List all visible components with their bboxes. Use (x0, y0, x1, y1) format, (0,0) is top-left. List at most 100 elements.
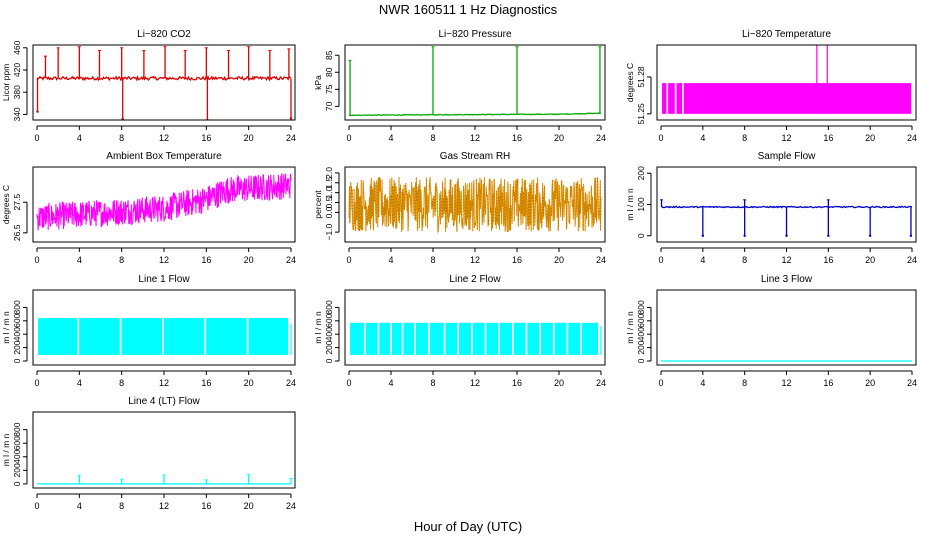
x-tick-label: 0 (346, 255, 351, 265)
plot-frame (656, 44, 917, 121)
band-segment (459, 322, 472, 355)
plot-frame (344, 44, 606, 121)
spike-point (701, 234, 705, 237)
x-tick-label: 0 (658, 378, 663, 388)
x-tick-label: 24 (907, 255, 917, 265)
y-axis: −1.0 0.00.51.01.52.0 (324, 167, 340, 241)
x-axis: 0 4 8 12 16 20 24 (658, 370, 917, 388)
y-tick-label: 80 (324, 67, 334, 77)
x-tick-label: 24 (286, 255, 296, 265)
series-line (36, 74, 292, 82)
x-axis: 0 4 8 12 16 20 24 (34, 247, 296, 265)
spike-point (36, 110, 39, 113)
y-axis: 0 100 200 (636, 166, 652, 238)
x-tick-label: 24 (596, 255, 606, 265)
x-axis: 0 4 8 12 16 20 24 (346, 370, 606, 388)
x-tick-label: 24 (596, 133, 606, 143)
y-tick-label: 400 (636, 327, 646, 341)
plot-area (37, 473, 293, 485)
panel-title: Line 1 Flow (138, 274, 190, 285)
x-tick-label: 24 (907, 378, 917, 388)
x-tick-label: 12 (781, 378, 791, 388)
y-tick-label: 75 (324, 84, 334, 94)
panel-title: Li−820 CO2 (137, 29, 191, 40)
figure-xlabel: Hour of Day (UTC) (414, 519, 522, 534)
y-tick-label: 1.0 (324, 186, 334, 198)
band-segment (365, 322, 378, 355)
y-tick-label: 0 (636, 233, 646, 238)
x-tick-label: 20 (244, 133, 254, 143)
spike-point (785, 234, 788, 237)
y-axis-label: m l / m n (625, 311, 635, 344)
x-tick-label: 12 (159, 255, 169, 265)
x-axis: 0 4 8 12 16 20 24 (34, 493, 296, 511)
x-axis: 0 4 8 12 16 20 24 (658, 247, 917, 265)
y-tick-label: 0 (12, 481, 22, 486)
x-tick-label: 16 (512, 133, 522, 143)
band-segment (581, 322, 599, 355)
series-noise (348, 176, 602, 234)
x-tick-label: 24 (286, 133, 296, 143)
band-segment (163, 318, 205, 355)
panel-title: Li−820 Pressure (438, 29, 512, 40)
y-axis-label: degrees C (1, 185, 11, 224)
x-tick-label: 16 (823, 378, 833, 388)
y-axis: 51.25 51.28 (636, 66, 652, 124)
x-tick-label: 20 (865, 378, 875, 388)
x-tick-label: 8 (119, 133, 124, 143)
y-tick-label: 1.5 (324, 177, 334, 189)
band-segment (429, 322, 444, 355)
series-line (348, 112, 602, 117)
x-axis: 0 4 8 12 16 20 24 (34, 125, 296, 143)
y-tick-label: 800 (12, 422, 22, 436)
x-tick-label: 8 (119, 255, 124, 265)
y-tick-label: 460 (12, 40, 22, 54)
x-tick-label: 24 (596, 378, 606, 388)
y-tick-label: 400 (12, 327, 22, 341)
y-tick-label: 70 (324, 101, 334, 111)
y-tick-label: 200 (636, 340, 646, 354)
plot-frame (32, 411, 296, 489)
panel-title: Li−820 Temperature (742, 29, 831, 40)
y-axis-label: m l / m n (313, 311, 323, 344)
x-tick-label: 20 (554, 133, 564, 143)
spike-point (743, 234, 746, 237)
y-tick-label: 0 (324, 358, 334, 363)
band-segment (206, 318, 247, 355)
y-tick-label: 600 (12, 313, 22, 327)
y-tick-label: 600 (636, 313, 646, 327)
x-tick-label: 12 (159, 133, 169, 143)
x-tick-label: 4 (77, 501, 82, 511)
y-tick-label: 85 (324, 50, 334, 60)
y-tick-label: 2.0 (324, 167, 334, 179)
x-tick-label: 20 (244, 378, 254, 388)
y-axis: 340 380 420 460 (12, 40, 28, 122)
band-segment (379, 322, 391, 355)
plot-area (36, 173, 292, 231)
band-segment (513, 322, 526, 355)
x-tick-label: 4 (700, 255, 705, 265)
band-segment (403, 322, 415, 355)
x-tick-label: 4 (700, 133, 705, 143)
y-axis: 26.5 27.5 (12, 194, 28, 241)
band-segment (662, 83, 667, 114)
x-tick-label: 8 (430, 378, 435, 388)
y-tick-label: 0.5 (324, 196, 334, 208)
x-tick-label: 12 (470, 378, 480, 388)
x-tick-label: 8 (742, 378, 747, 388)
spike-point (289, 117, 293, 120)
x-tick-label: 16 (512, 378, 522, 388)
band-segment (554, 322, 567, 355)
band-segment (350, 322, 364, 355)
band-segment (683, 83, 912, 114)
x-tick-label: 12 (159, 501, 169, 511)
band-segment (445, 322, 458, 355)
x-tick-label: 12 (781, 133, 791, 143)
y-axis-label: Licor ppm (1, 64, 11, 101)
y-tick-label: 600 (12, 436, 22, 450)
